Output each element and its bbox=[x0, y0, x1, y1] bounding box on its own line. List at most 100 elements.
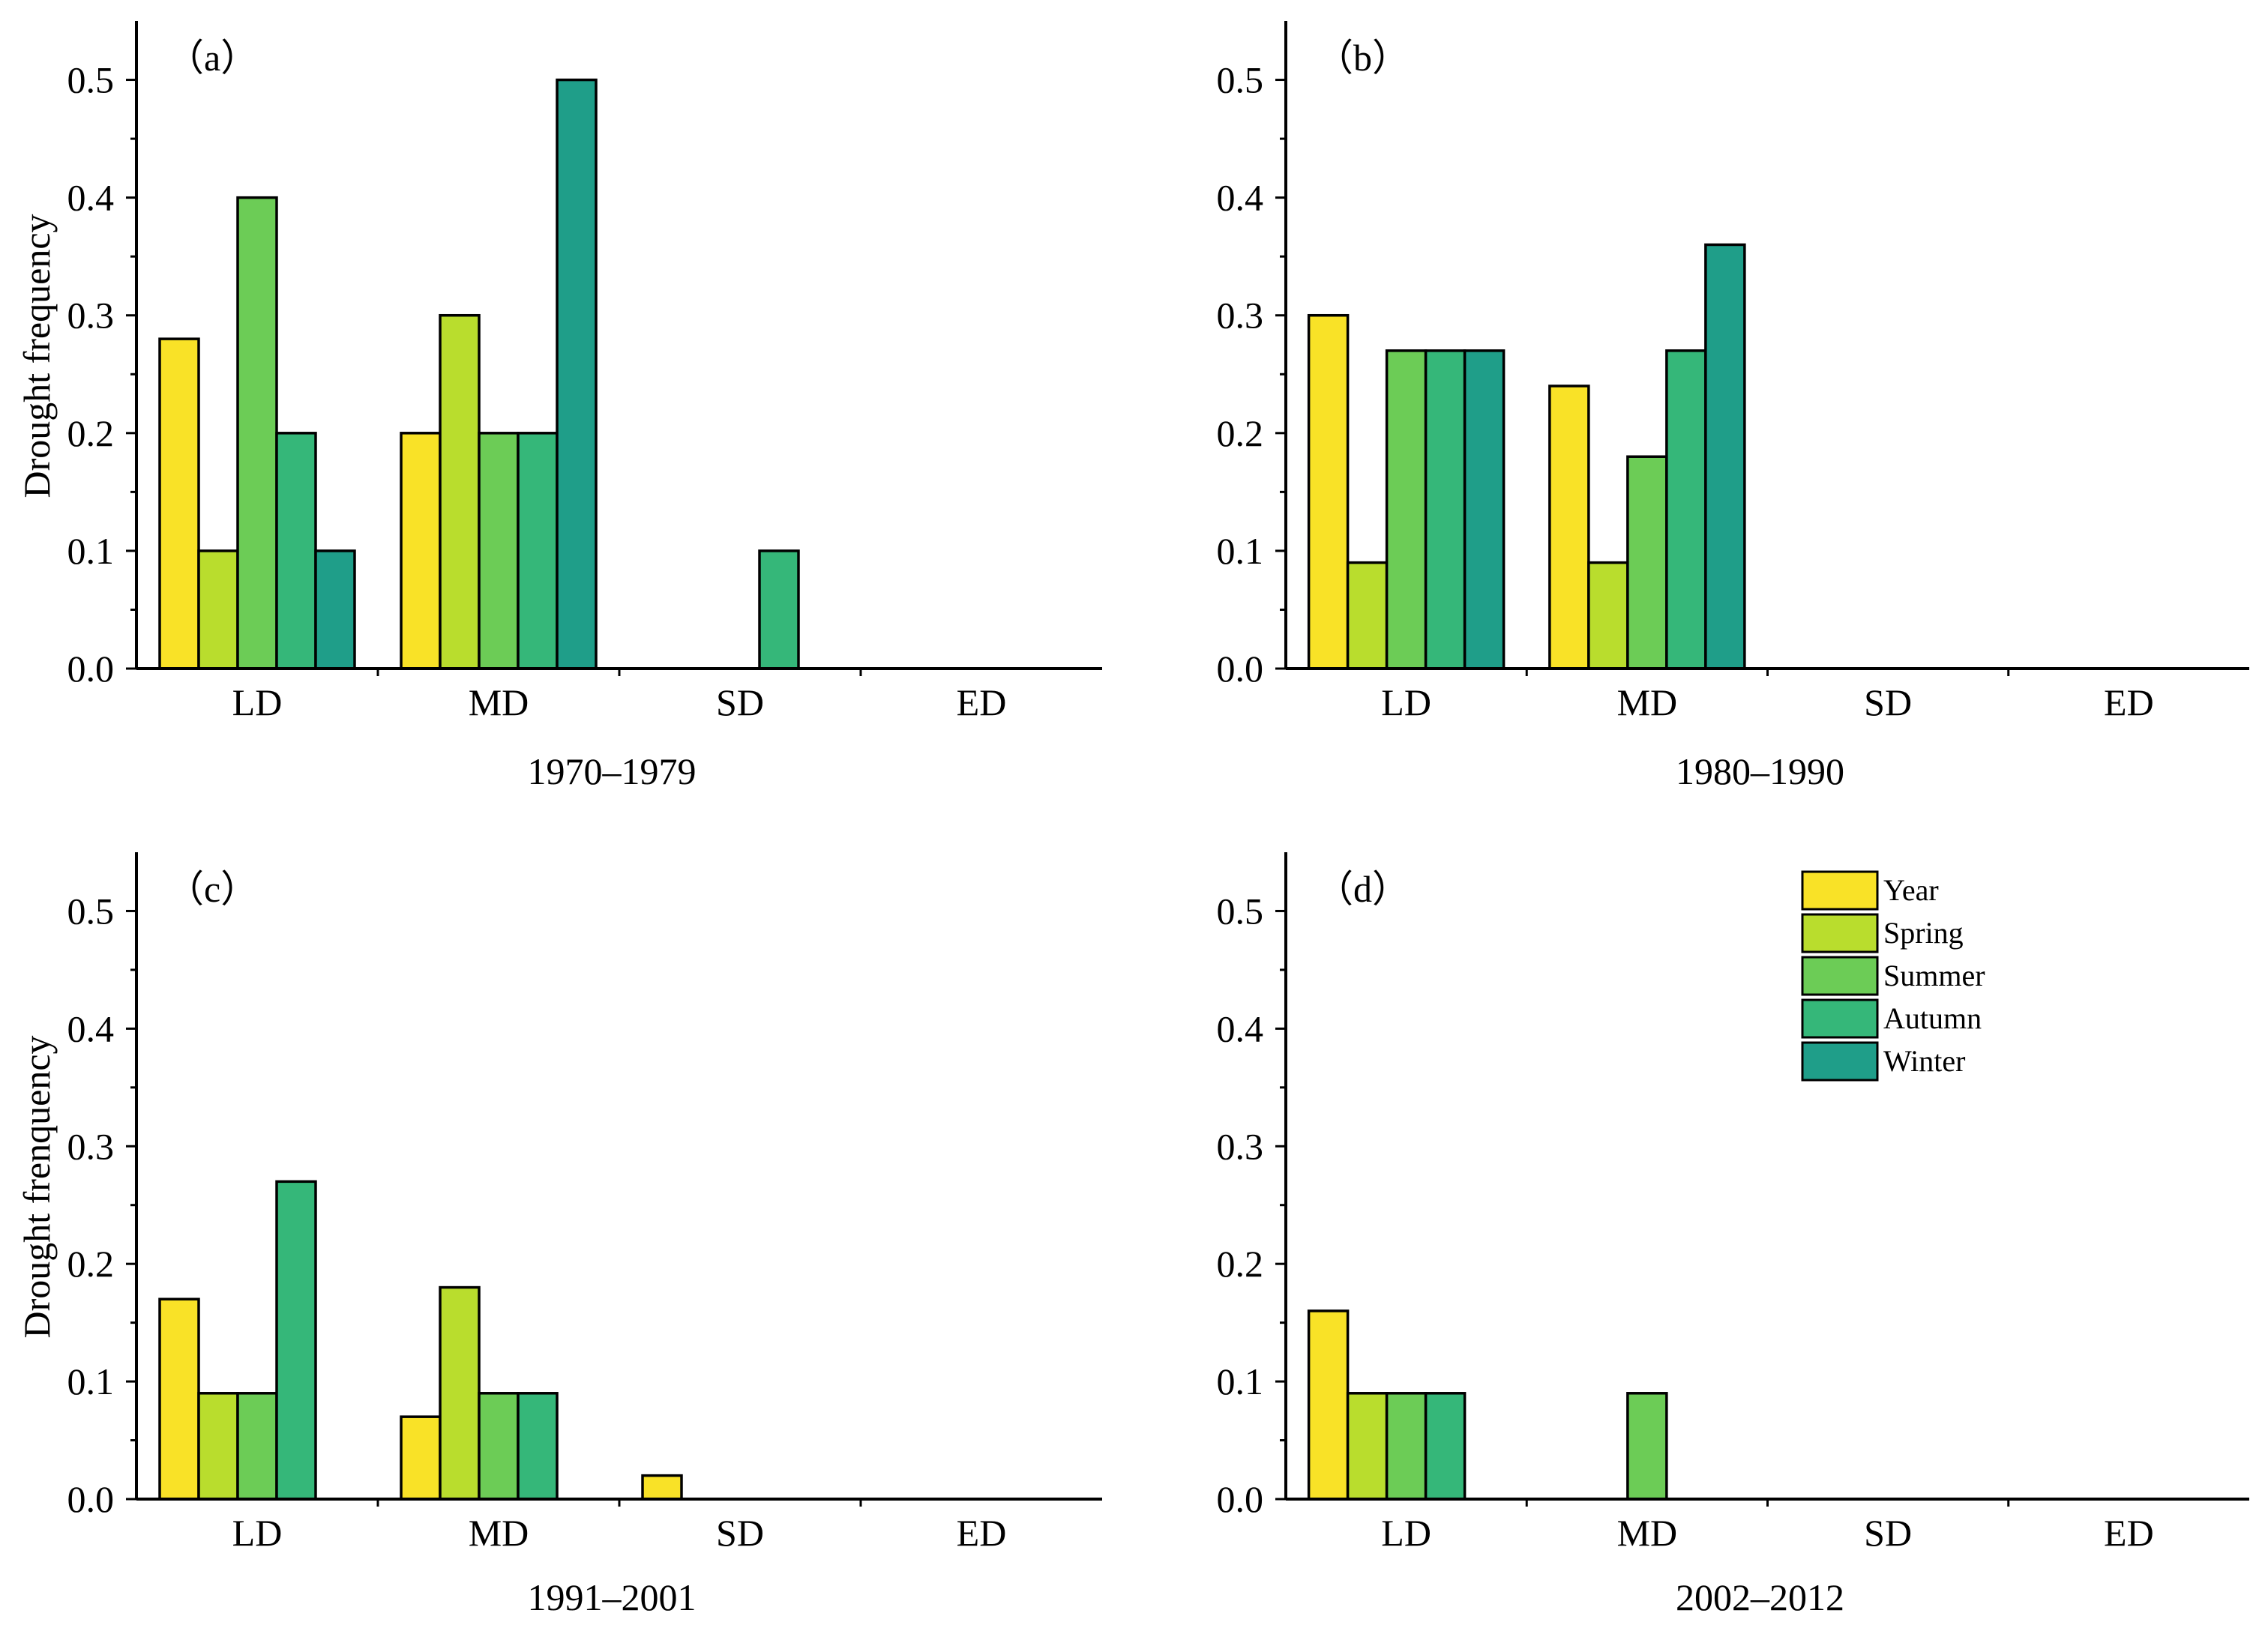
bar-sd-autumn bbox=[758, 549, 800, 670]
x-category-label: MD bbox=[469, 681, 529, 723]
bar-ld-autumn bbox=[1424, 1392, 1467, 1501]
panel-c: 0.0 0.1 0.2 0.3 0.4 0.5 LD MD SD ED （c） 1991–2001 Dr… bbox=[16, 852, 1102, 1618]
x-category-label: MD bbox=[1617, 1512, 1678, 1554]
bar-md-summer bbox=[478, 1392, 520, 1501]
bar-ld-winter bbox=[314, 549, 356, 670]
bar-md-autumn bbox=[517, 1392, 559, 1501]
bar-md-summer bbox=[1626, 1392, 1668, 1501]
bar-ld-summer bbox=[236, 196, 278, 670]
x-category-label: ED bbox=[2104, 681, 2154, 723]
x-category-label: LD bbox=[232, 681, 283, 723]
panel-period-label: 1991–2001 bbox=[528, 1576, 697, 1618]
legend-label-winter: Winter bbox=[1883, 1044, 1965, 1078]
legend-label-summer: Summer bbox=[1883, 959, 1985, 992]
panel-tag: （a） bbox=[166, 37, 258, 79]
x-category-label: SD bbox=[1864, 1512, 1912, 1554]
bar-sd-year bbox=[641, 1474, 683, 1501]
bar-ld-autumn bbox=[1424, 349, 1467, 670]
bar-ld-summer bbox=[1385, 349, 1428, 670]
bar-md-year bbox=[400, 432, 442, 670]
y-tick-label: 0.4 bbox=[67, 1007, 115, 1049]
bar-md-winter bbox=[556, 78, 598, 670]
bar-md-year bbox=[400, 1415, 442, 1501]
y-tick-label: 0.3 bbox=[1217, 1125, 1264, 1167]
bar-ld-autumn bbox=[275, 1180, 317, 1501]
y-tick-label: 0.1 bbox=[1217, 1360, 1264, 1402]
bar-ld-autumn bbox=[275, 432, 317, 670]
bar-ld-spring bbox=[1346, 561, 1389, 670]
legend-swatch-winter bbox=[1801, 1041, 1879, 1082]
y-tick-label: 0.4 bbox=[67, 177, 115, 219]
y-tick-label: 0.3 bbox=[1217, 295, 1264, 337]
panel-period-label: 1970–1979 bbox=[528, 750, 697, 792]
bar-md-summer bbox=[1626, 455, 1668, 670]
x-category-label: ED bbox=[957, 1512, 1007, 1554]
x-category-label: SD bbox=[716, 681, 764, 723]
bar-ld-summer bbox=[236, 1392, 278, 1501]
legend-swatch-autumn bbox=[1801, 998, 1879, 1039]
bar-md-autumn bbox=[517, 432, 559, 670]
bar-md-spring bbox=[439, 313, 481, 670]
y-tick-label: 0.5 bbox=[1217, 890, 1264, 932]
y-tick-label: 0.0 bbox=[1217, 1478, 1264, 1520]
y-tick-label: 0.2 bbox=[1217, 412, 1264, 454]
bar-ld-summer bbox=[1385, 1392, 1428, 1501]
x-category-label: LD bbox=[1381, 1512, 1431, 1554]
bar-ld-year bbox=[1307, 1309, 1350, 1501]
bar-ld-spring bbox=[197, 1392, 239, 1501]
y-tick-label: 0.5 bbox=[67, 890, 115, 932]
bar-ld-year bbox=[158, 1297, 200, 1501]
panel-a: 0.0 0.1 0.2 0.3 0.4 0.5 LD MD SD ED （a） 1970–1979 Dr… bbox=[16, 21, 1102, 792]
legend-swatch-summer bbox=[1801, 956, 1879, 996]
bar-ld-spring bbox=[1346, 1392, 1389, 1501]
y-tick-label: 0.0 bbox=[67, 1478, 115, 1520]
x-category-label: MD bbox=[469, 1512, 529, 1554]
bar-md-year bbox=[1548, 385, 1590, 670]
panel-d: 0.0 0.1 0.2 0.3 0.4 0.5 LD MD SD ED （d） 2002–2012 Ye… bbox=[1217, 852, 2249, 1618]
y-tick-label: 0.1 bbox=[1217, 530, 1264, 572]
y-tick-label: 0.3 bbox=[67, 295, 115, 337]
y-tick-label: 0.2 bbox=[1217, 1243, 1264, 1285]
y-tick-label: 0.1 bbox=[67, 1360, 115, 1402]
y-tick-label: 0.2 bbox=[67, 1243, 115, 1285]
y-tick-label: 0.5 bbox=[67, 59, 115, 101]
panel-tag: （b） bbox=[1316, 37, 1410, 79]
panel-tag: （c） bbox=[166, 868, 258, 910]
panel-b: 0.0 0.1 0.2 0.3 0.4 0.5 LD MD SD ED （b） 1980–1990 bbox=[1217, 21, 2249, 792]
legend-swatch-spring bbox=[1801, 913, 1879, 953]
x-category-label: ED bbox=[957, 681, 1007, 723]
bar-md-summer bbox=[478, 432, 520, 670]
bar-ld-winter bbox=[1463, 349, 1506, 670]
y-axis-label: Drought frequency bbox=[16, 214, 58, 498]
y-tick-label: 0.0 bbox=[1217, 648, 1264, 690]
bar-md-spring bbox=[1587, 561, 1629, 670]
bar-ld-spring bbox=[197, 549, 239, 670]
x-category-label: LD bbox=[232, 1512, 283, 1554]
bar-md-spring bbox=[439, 1285, 481, 1501]
legend-swatch-year bbox=[1801, 870, 1879, 911]
y-tick-label: 0.2 bbox=[67, 412, 115, 454]
bar-md-winter bbox=[1704, 243, 1746, 670]
legend-label-autumn: Autumn bbox=[1883, 1001, 1982, 1035]
bar-md-autumn bbox=[1665, 349, 1707, 670]
legend: Year Spring Summer Autumn Winter bbox=[1801, 870, 1985, 1082]
bar-ld-year bbox=[158, 337, 200, 670]
panel-period-label: 2002–2012 bbox=[1676, 1576, 1844, 1618]
x-category-label: ED bbox=[2104, 1512, 2154, 1554]
y-axis-label: Drought frenquency bbox=[16, 1035, 58, 1338]
bar-ld-year bbox=[1307, 313, 1350, 670]
x-category-label: SD bbox=[716, 1512, 764, 1554]
x-category-label: LD bbox=[1381, 681, 1431, 723]
legend-label-year: Year bbox=[1883, 873, 1939, 907]
y-tick-label: 0.1 bbox=[67, 530, 115, 572]
panel-tag: （d） bbox=[1316, 868, 1410, 910]
panel-period-label: 1980–1990 bbox=[1676, 750, 1844, 792]
y-tick-label: 0.4 bbox=[1217, 177, 1264, 219]
y-tick-label: 0.3 bbox=[67, 1125, 115, 1167]
y-tick-label: 0.4 bbox=[1217, 1007, 1264, 1049]
x-category-label: SD bbox=[1864, 681, 1912, 723]
y-tick-label: 0.5 bbox=[1217, 59, 1264, 101]
y-tick-label: 0.0 bbox=[67, 648, 115, 690]
x-category-label: MD bbox=[1617, 681, 1678, 723]
